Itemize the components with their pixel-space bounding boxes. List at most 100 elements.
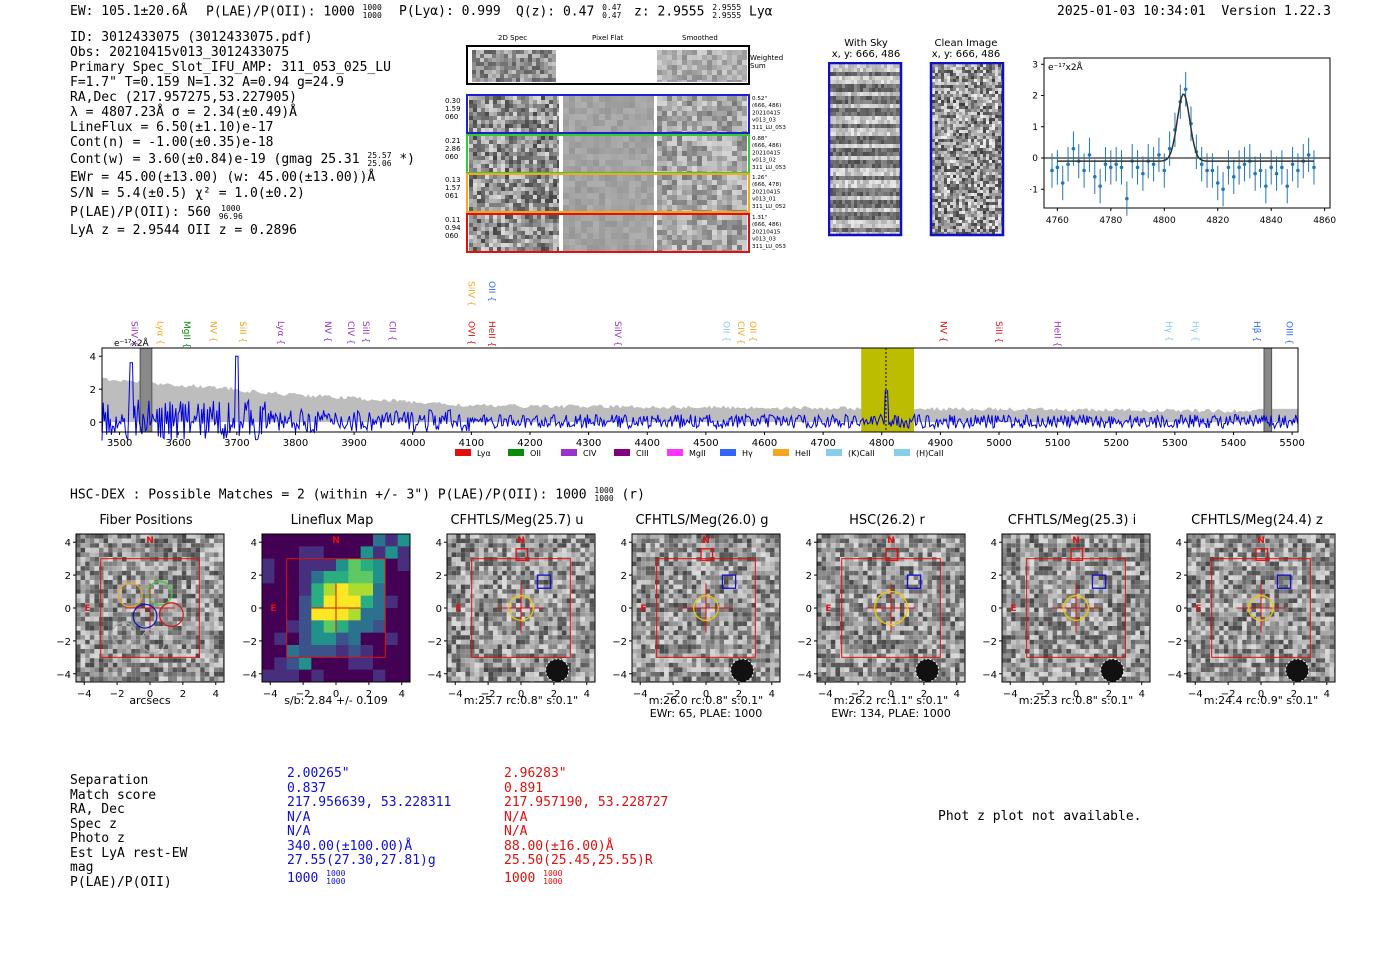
- info-primary: Primary Spec_Slot_IFU_AMP: 311_053_025_L…: [70, 60, 391, 75]
- cutout-7: CFHTLS/Meg(24.4) z N E 4 2 0 −2 −4 −4 −2 0 2 4 m:24.4…: [1159, 513, 1344, 707]
- cutout-ytick-label: 2: [65, 571, 71, 582]
- spectral-line-label: MgII {: [181, 321, 191, 348]
- legend-swatch: [508, 449, 524, 456]
- search-box: [1026, 558, 1126, 658]
- search-box: [656, 558, 756, 658]
- info-contw: Cont(w) = 3.60(±0.84)e-19 (gmag 25.31 25…: [70, 150, 440, 170]
- spectral-line-label: NV {: [937, 321, 947, 342]
- legend-swatch: [894, 449, 910, 456]
- cutout-ytick-label: 2: [436, 571, 442, 582]
- z-frac: 2.9555 2.9555: [712, 3, 742, 20]
- col1-plae-frac: 1000 1000: [326, 869, 346, 886]
- search-box: [471, 558, 571, 658]
- east-marker: E: [1195, 604, 1201, 614]
- col1-plae-value: 1000: [287, 870, 319, 886]
- cutout-xtick-label: 2: [736, 689, 742, 698]
- aperture-circle: [693, 595, 719, 621]
- cutout-xtick-label: 0: [333, 689, 339, 698]
- zoom-ytick-label: 0: [1032, 154, 1038, 164]
- zoom-data-point: [1098, 184, 1102, 188]
- full-xtick-label: 4700: [810, 438, 835, 449]
- east-marker: E: [84, 604, 90, 614]
- zoom-data-point: [1103, 162, 1108, 167]
- zoom-data-point: [1071, 146, 1076, 151]
- row-left-label: 060: [445, 113, 458, 121]
- east-marker: E: [1010, 604, 1016, 614]
- row-left-label: 1.59: [445, 105, 461, 113]
- row-right-label: v013_03: [752, 237, 776, 243]
- full-xtick-label: 4500: [693, 438, 718, 449]
- info-plae-frac: 1000 96.96: [218, 203, 243, 221]
- cutout-xtick-label: 4: [399, 689, 405, 698]
- cutout-ytick-label: 0: [621, 604, 627, 615]
- clean-image-title: Clean Image x, y: 666, 486: [926, 38, 1006, 60]
- row-right-label: 0.52": [752, 96, 767, 102]
- spectral-line-label: Hγ {: [1189, 321, 1199, 342]
- sky-panels: [828, 62, 1005, 237]
- search-box: [841, 558, 941, 658]
- header-qz: Q(z): 0.47 0.47 0.47: [516, 4, 621, 20]
- cutout-xtick-label: 4: [1324, 689, 1330, 698]
- label-plae: P(LAE)/P(OII): [70, 874, 172, 890]
- north-marker: N: [702, 536, 710, 546]
- zoom-data-point: [1055, 165, 1060, 170]
- spectral-line-label: OIII {: [1283, 321, 1293, 345]
- full-spectrum-chart: 4 2 0 e⁻¹⁷x2Å 3500 3600 3700 3800 3900 4000 4100 42…: [90, 281, 1305, 458]
- row-right-label: 1.31": [752, 215, 767, 221]
- cutout-caption-2: EWr: 65, PLAE: 1000: [649, 707, 763, 720]
- line-highlight-band: [861, 348, 914, 432]
- cutout-xtick-label: 2: [1106, 689, 1112, 698]
- cutout-image: N E 4 2 0 −2 −4 −4 −2 0 2 4: [612, 533, 781, 698]
- zoom-data-point: [1274, 171, 1279, 176]
- east-marker: E: [455, 604, 461, 614]
- header-ew: EW: 105.1±20.6Å: [70, 4, 187, 19]
- cutout-xtick-label: −2: [110, 689, 125, 698]
- legend-label: (H)CaII: [916, 449, 943, 458]
- header-plya: P(Lyα): 0.999: [399, 4, 501, 19]
- full-xtick-label: 4000: [400, 438, 425, 449]
- zoom-data-point: [1141, 171, 1145, 176]
- legend-swatch: [773, 449, 789, 456]
- row-right-label: 1.26": [752, 175, 767, 181]
- cutout-xtick-label: −4: [1188, 689, 1203, 698]
- zoom-xtick-label: 4860: [1313, 216, 1336, 226]
- cutout-title: Lineflux Map: [290, 513, 374, 528]
- fiber-circle: [140, 628, 166, 654]
- col2-photoz: N/A: [504, 824, 528, 839]
- cutout-ytick-label: −4: [427, 670, 442, 681]
- col2-radec: 217.957190, 53.228727: [504, 795, 669, 810]
- spectral-line-label: NV {: [207, 321, 217, 342]
- legend-swatch: [720, 449, 736, 456]
- east-marker: E: [270, 604, 276, 614]
- zoom-spectrum-chart: 3 2 1 0 −1 4760 4780 4800 4820 4840 4860 e⁻¹⁷x2Å: [1030, 57, 1336, 226]
- header-datetime: 2025-01-03 10:34:01 Version 1.22.3: [1057, 4, 1331, 19]
- spectral-line-label: CIV {: [345, 321, 355, 345]
- zoom-data-point: [1092, 174, 1097, 179]
- cutout-xtick-label: 4: [213, 689, 219, 698]
- zoom-fit-line: [1057, 93, 1314, 162]
- col1-photoz: N/A: [287, 824, 311, 839]
- cutout-xtick-label: 0: [147, 689, 153, 698]
- cutout-ytick-label: −2: [427, 637, 442, 648]
- zoom-data-point: [1157, 153, 1161, 157]
- col2-plae-value: 1000: [504, 870, 536, 886]
- contw-text: Cont(w) = 3.60(±0.84)e-19 (gmag 25.31: [70, 152, 360, 167]
- clean-label: Clean Image: [934, 38, 998, 49]
- match-box-1: [536, 574, 552, 589]
- row-left-label: 061: [445, 192, 458, 200]
- label-mag: mag: [70, 860, 94, 875]
- zoom-data-point: [1125, 196, 1129, 201]
- with-sky-label: With Sky: [844, 38, 888, 49]
- aperture-circle: [508, 595, 534, 621]
- legend-swatch: [561, 449, 577, 456]
- cutout-ytick-label: 2: [621, 571, 627, 582]
- cutout-1: Fiber Positions N E 4 2 0 −2 −4 −4 −2 0 2 4 arcsecs: [48, 513, 233, 707]
- zoom-data-point: [1253, 171, 1257, 176]
- zoom-data-point: [1162, 168, 1167, 173]
- plae-frac: 1000 1000: [362, 3, 382, 20]
- full-unit-label: e⁻¹⁷x2Å: [114, 337, 150, 349]
- cutout-ytick-label: 4: [806, 538, 812, 549]
- north-marker: N: [146, 536, 154, 546]
- col-label-2dspec: 2D Spec: [498, 34, 528, 42]
